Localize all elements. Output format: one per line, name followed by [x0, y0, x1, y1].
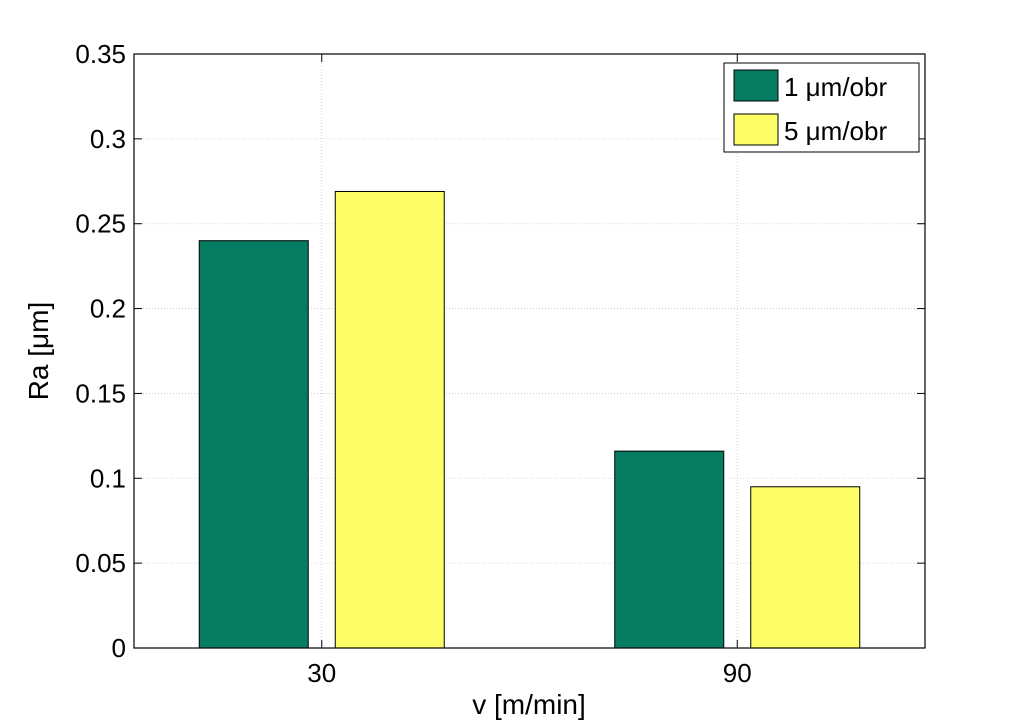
y-tick-label: 0 [112, 633, 126, 663]
legend-swatch-series-2 [733, 113, 779, 146]
y-tick-label: 0.3 [90, 124, 126, 154]
bar-series-1-90 [614, 450, 725, 649]
x-tick-label: 90 [723, 658, 752, 688]
bar-series-2-30 [334, 190, 445, 649]
legend-label-series-2: 5 μm/obr [784, 116, 887, 146]
x-axis-ticks: 30 90 [307, 54, 752, 688]
y-tick-label: 0.05 [75, 548, 126, 578]
grid-lines [134, 54, 925, 648]
y-tick-label: 0.15 [75, 378, 126, 408]
y-axis-ticks: 0 0.05 0.1 0.15 0.2 0.25 0.3 0.35 [75, 39, 925, 663]
x-tick-label: 30 [307, 658, 336, 688]
bar-series-1-30 [198, 240, 309, 649]
bars [198, 190, 861, 649]
y-tick-label: 0.1 [90, 463, 126, 493]
x-axis-title: v [m/min] [472, 689, 586, 720]
legend: 1 μm/obr 5 μm/obr [723, 62, 920, 153]
y-tick-label: 0.35 [75, 39, 126, 69]
legend-swatch-series-1 [733, 69, 779, 102]
y-axis-title: Ra [μm] [23, 302, 54, 401]
plot-frame [133, 53, 926, 649]
y-tick-label: 0.25 [75, 209, 126, 239]
bar-series-2-90 [750, 486, 861, 649]
y-tick-label: 0.2 [90, 294, 126, 324]
legend-label-series-1: 1 μm/obr [784, 72, 887, 102]
